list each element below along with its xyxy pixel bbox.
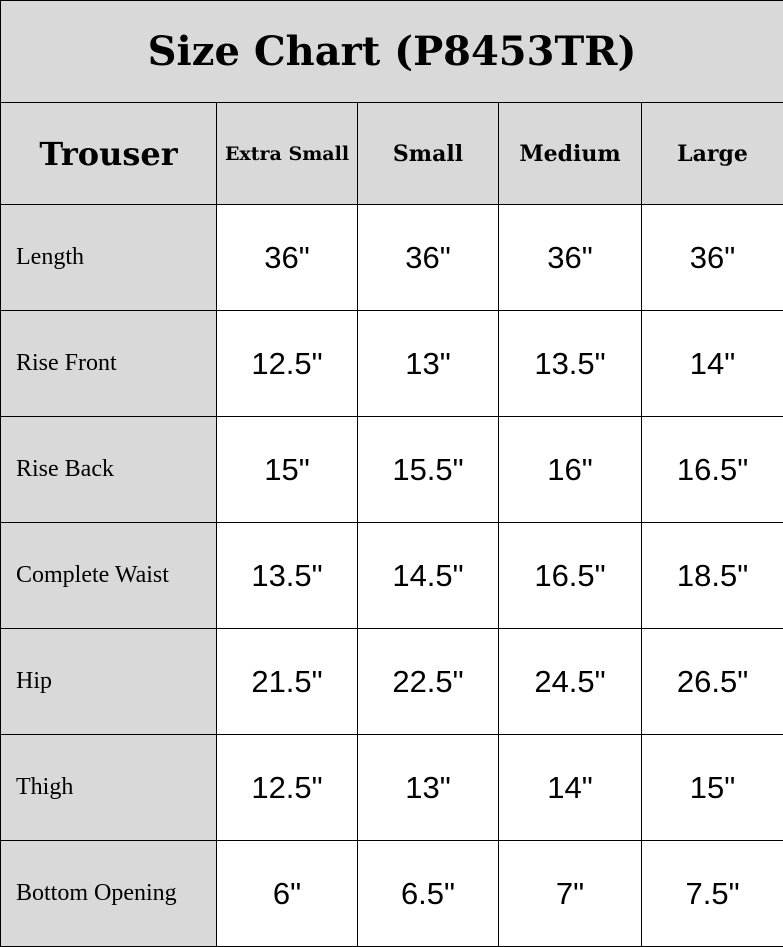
measurement-cell: 14.5" xyxy=(358,523,499,629)
row-label: Length xyxy=(1,205,217,311)
measurement-cell: 36" xyxy=(358,205,499,311)
measurement-cell: 12.5" xyxy=(217,311,358,417)
column-header-large: Large xyxy=(642,103,783,205)
measurement-cell: 13" xyxy=(358,311,499,417)
measurement-cell: 15.5" xyxy=(358,417,499,523)
column-header-small: Small xyxy=(358,103,499,205)
measurement-cell: 13.5" xyxy=(499,311,642,417)
measurement-cell: 15" xyxy=(642,735,783,841)
measurement-cell: 6" xyxy=(217,841,358,947)
measurement-cell: 36" xyxy=(642,205,783,311)
measurement-cell: 13.5" xyxy=(217,523,358,629)
row-label: Hip xyxy=(1,629,217,735)
row-label: Thigh xyxy=(1,735,217,841)
measurement-cell: 6.5" xyxy=(358,841,499,947)
measurement-cell: 36" xyxy=(499,205,642,311)
row-label: Rise Back xyxy=(1,417,217,523)
measurement-cell: 12.5" xyxy=(217,735,358,841)
row-label: Complete Waist xyxy=(1,523,217,629)
row-label: Bottom Opening xyxy=(1,841,217,947)
measurement-cell: 18.5" xyxy=(642,523,783,629)
column-header-extra-small: Extra Small xyxy=(217,103,358,205)
measurement-cell: 16" xyxy=(499,417,642,523)
measurement-cell: 7" xyxy=(499,841,642,947)
measurement-cell: 16.5" xyxy=(642,417,783,523)
row-label: Rise Front xyxy=(1,311,217,417)
measurement-cell: 7.5" xyxy=(642,841,783,947)
measurement-cell: 24.5" xyxy=(499,629,642,735)
measurement-cell: 14" xyxy=(499,735,642,841)
column-header-trouser: Trouser xyxy=(1,103,217,205)
chart-title: Size Chart (P8453TR) xyxy=(1,1,783,103)
measurement-cell: 26.5" xyxy=(642,629,783,735)
header-row: Trouser Extra Small Small Medium Large xyxy=(1,103,783,205)
measurement-cell: 22.5" xyxy=(358,629,499,735)
measurement-cell: 21.5" xyxy=(217,629,358,735)
measurement-cell: 36" xyxy=(217,205,358,311)
measurement-cell: 14" xyxy=(642,311,783,417)
measurement-cell: 15" xyxy=(217,417,358,523)
measurement-cell: 16.5" xyxy=(499,523,642,629)
measurement-cell: 13" xyxy=(358,735,499,841)
column-header-medium: Medium xyxy=(499,103,642,205)
